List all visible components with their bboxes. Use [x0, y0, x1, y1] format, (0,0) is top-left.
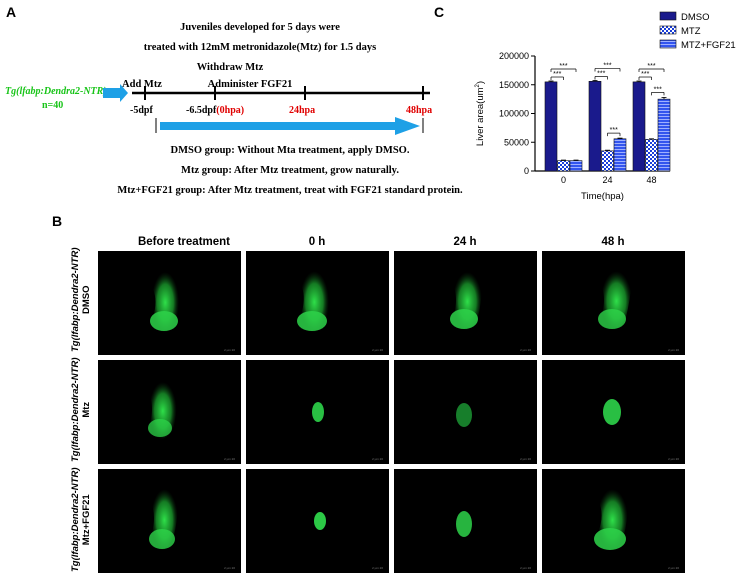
- scalebar: 2 μm 20: [520, 457, 531, 461]
- scalebar: 2 μm 20: [372, 457, 383, 461]
- y-tick-label: 0: [524, 166, 529, 176]
- scalebar: 2 μm 20: [520, 348, 531, 352]
- panel-c-label: C: [434, 4, 445, 20]
- y-tick-label: 150000: [499, 80, 529, 90]
- sig-stars: ***: [603, 62, 611, 69]
- bar-dmso: [588, 81, 602, 172]
- image-dmso-0h: 2 μm 20: [246, 251, 389, 355]
- y-tick-label: 50000: [504, 137, 529, 147]
- tick-label-3: 48hpa: [406, 105, 433, 116]
- col-head-0: Before treatment: [137, 236, 231, 248]
- row-1-group: Mtz: [81, 401, 92, 418]
- image-dmso-before: 2 μm 20: [98, 251, 241, 355]
- tick-label-1-prefix: -6.5dpf: [186, 105, 217, 116]
- x-tick-label: 0: [561, 175, 566, 185]
- sig-stars: ***: [553, 71, 561, 78]
- col-head-2: 24 h: [453, 236, 477, 248]
- image-mtz-0h: 2 μm 20: [246, 360, 389, 464]
- chart-layer: 0 50000 100000 150000 200000 Liver area(um2) T…: [475, 11, 736, 202]
- sig-stars: ***: [647, 63, 655, 70]
- tick-label-1-red: (0hpa): [216, 105, 245, 116]
- group-mtz: Mtz group: After Mtz treatment, grow nat…: [181, 165, 399, 176]
- image-dmso-48h: 2 μm 20: [542, 251, 685, 355]
- sig-stars: ***: [654, 86, 662, 93]
- row-label-0: Tg(lfabp:Dendra2-NTR) DMSO: [70, 248, 92, 353]
- y-label-sup: 2: [475, 83, 481, 87]
- bar-mtz-fgf21: [657, 98, 671, 172]
- x-tick-label: 48: [646, 175, 656, 185]
- legend-swatch: [659, 25, 677, 35]
- header-line-1: Juveniles developed for 5 days were: [180, 22, 340, 33]
- y-label-end: ): [475, 81, 486, 84]
- bar-dmso: [632, 81, 646, 172]
- image-mtz-24h: 2 μm 20: [394, 360, 537, 464]
- legend-swatch: [659, 11, 677, 21]
- bar-mtz: [645, 139, 658, 172]
- bar-mtz-fgf21: [613, 138, 627, 172]
- y-tick-label: 200000: [499, 51, 529, 61]
- row-1-strain: Tg(lfabp:Dendra2-NTR): [70, 357, 81, 463]
- image-mtz-48h: 2 μm 20: [542, 360, 685, 464]
- col-head-3: 48 h: [601, 236, 625, 248]
- administer-label: Administer FGF21: [207, 79, 293, 90]
- row-label-1: Tg(lfabp:Dendra2-NTR) Mtz: [70, 358, 92, 463]
- tick-label-2: 24hpa: [289, 105, 316, 116]
- legend-label: MTZ+FGF21: [681, 40, 736, 51]
- image-fgf-24h: 2 μm 20: [394, 469, 537, 573]
- treatment-arrow: [160, 117, 420, 135]
- timeline-svg: [103, 84, 430, 135]
- image-fgf-before: 2 μm 20: [98, 469, 241, 573]
- row-2-strain: Tg(lfabp:Dendra2-NTR): [70, 467, 81, 573]
- scalebar: 2 μm 20: [224, 457, 235, 461]
- withdraw-label: Withdraw Mtz: [196, 62, 264, 73]
- y-label-main: Liver area(um: [475, 87, 486, 146]
- panel-a-label: A: [6, 4, 17, 20]
- scalebar: 2 μm 20: [668, 566, 679, 570]
- legend-label: MTZ: [681, 26, 701, 37]
- row-2-group: Mtz+FGF21: [81, 494, 92, 546]
- sig-stars: ***: [641, 71, 649, 78]
- bar-dmso: [544, 81, 558, 172]
- row-0-strain: Tg(lfabp:Dendra2-NTR): [70, 247, 81, 353]
- n-label: n=40: [42, 100, 64, 111]
- scalebar: 2 μm 20: [372, 348, 383, 352]
- tick-label-1: -6.5dpf(0hpa): [186, 105, 244, 116]
- header-line-2: treated with 12mM metronidazole(Mtz) for…: [143, 42, 377, 53]
- scalebar: 2 μm 20: [668, 457, 679, 461]
- panel-b-label: B: [52, 213, 63, 229]
- x-tick-label: 24: [602, 175, 612, 185]
- image-mtz-before: 2 μm 20: [98, 360, 241, 464]
- y-tick-label: 100000: [499, 109, 529, 119]
- image-fgf-0h: 2 μm 20: [246, 469, 389, 573]
- bar-mtz-fgf21: [569, 160, 583, 172]
- image-fgf-48h: 2 μm 20: [542, 469, 685, 573]
- bar-mtz: [601, 150, 614, 172]
- x-axis-label: Time(hpa): [581, 191, 624, 202]
- scalebar: 2 μm 20: [520, 566, 531, 570]
- sig-stars: ***: [610, 127, 618, 134]
- col-head-1: 0 h: [308, 236, 326, 248]
- add-mtz-label: Add Mtz: [122, 79, 162, 90]
- group-fgf: Mtz+FGF21 group: After Mtz treatment, tr…: [117, 185, 463, 196]
- bar-chart: 0 50000 100000 150000 200000 Liver area(um2) T…: [475, 11, 736, 202]
- row-label-2: Tg(lfabp:Dendra2-NTR) Mtz+FGF21: [70, 468, 92, 573]
- tick-label-0: -5dpf: [130, 105, 153, 116]
- legend-label: DMSO: [681, 12, 710, 23]
- scalebar: 2 μm 20: [372, 566, 383, 570]
- strain-label: Tg(lfabp:Dendra2-NTR): [5, 86, 107, 97]
- row-0-group: DMSO: [81, 285, 92, 315]
- sig-stars: ***: [559, 63, 567, 70]
- y-axis-label: Liver area(um2): [475, 81, 486, 146]
- image-dmso-24h: 2 μm 20: [394, 251, 537, 355]
- legend-swatch: [659, 39, 677, 49]
- bar-mtz: [557, 160, 570, 172]
- sig-stars: ***: [597, 70, 605, 77]
- entry-arrow: [103, 84, 128, 102]
- group-dmso: DMSO group: Without Mta treatment, apply…: [170, 145, 410, 156]
- scalebar: 2 μm 20: [668, 348, 679, 352]
- scalebar: 2 μm 20: [224, 566, 235, 570]
- scalebar: 2 μm 20: [224, 348, 235, 352]
